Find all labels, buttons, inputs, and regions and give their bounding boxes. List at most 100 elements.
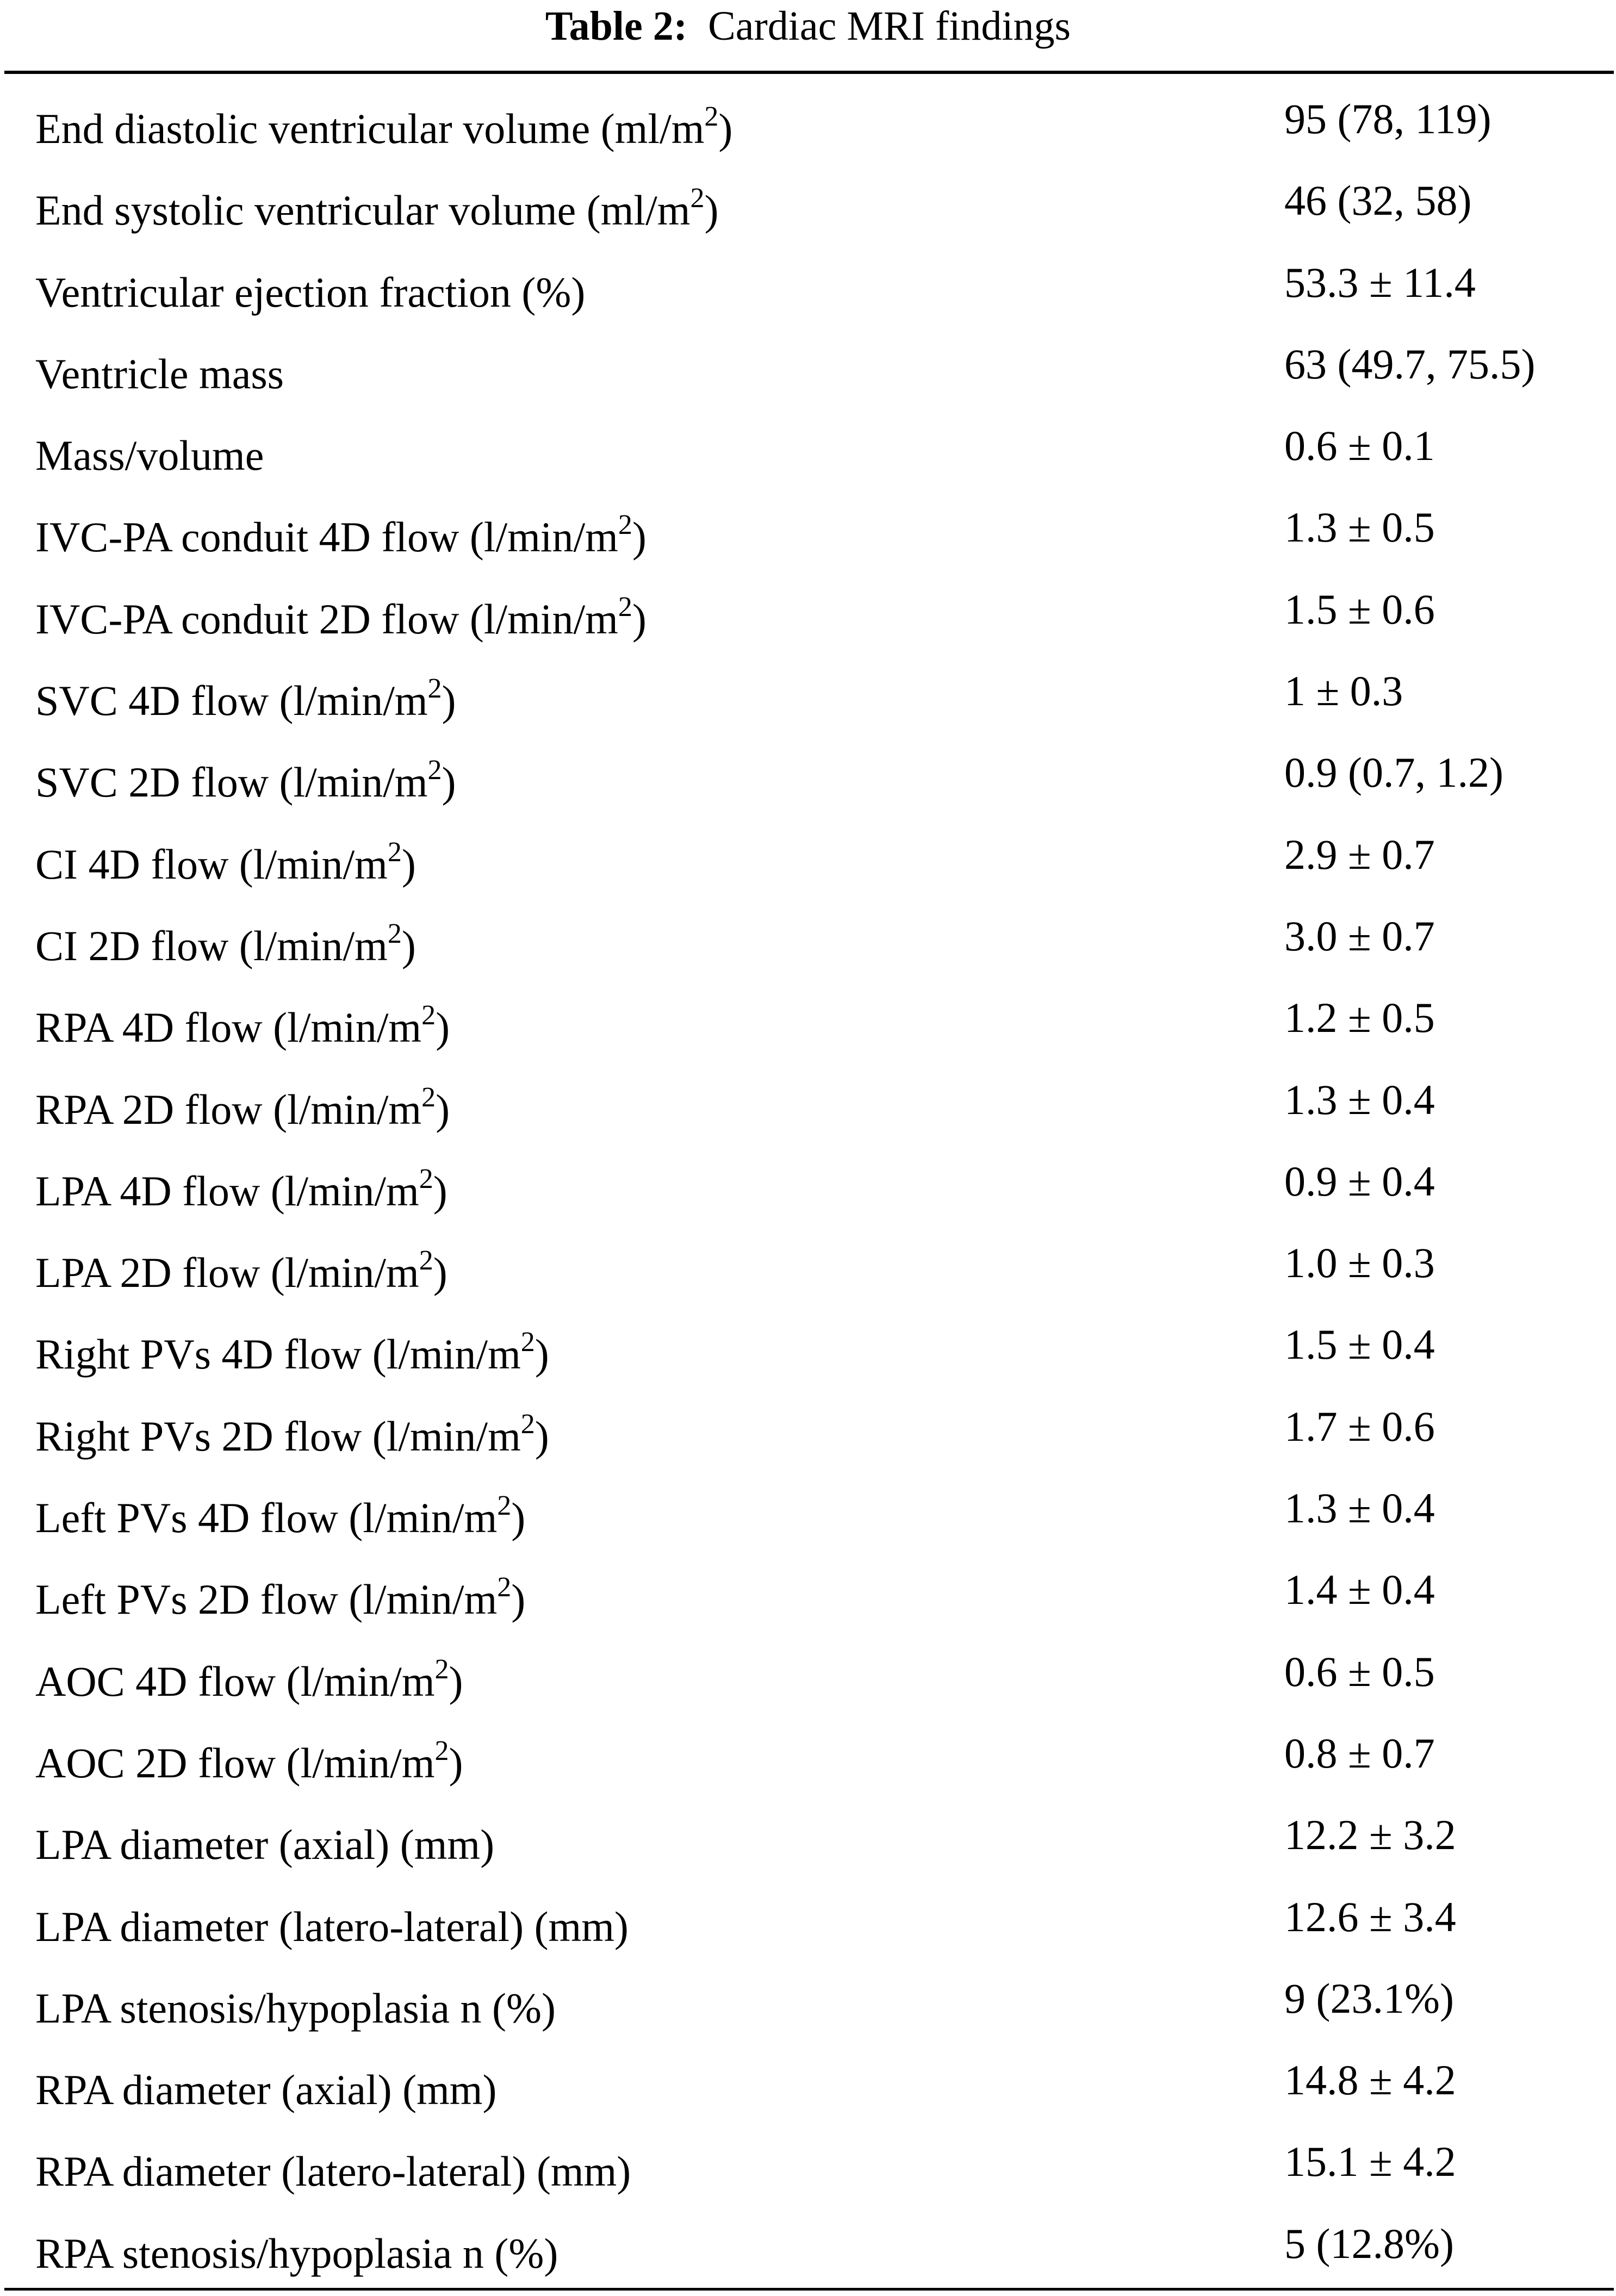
row-label: End diastolic ventricular volume (ml/m2)	[35, 102, 732, 156]
row-value: 1.2 ± 0.5	[1284, 994, 1435, 1042]
superscript: 2	[690, 183, 705, 214]
row-label: Mass/volume	[35, 428, 264, 483]
row-label: LPA diameter (latero-lateral) (mm)	[35, 1900, 629, 1954]
row-value: 0.6 ± 0.5	[1284, 1647, 1435, 1695]
row-label: RPA diameter (latero-lateral) (mm)	[35, 2144, 631, 2199]
label-text: LPA stenosis/hypoplasia n (%)	[35, 1984, 556, 2032]
superscript: 2	[618, 591, 632, 623]
label-text: RPA diameter (axial) (mm)	[35, 2066, 497, 2114]
label-text: CI 4D flow (l/min/m	[35, 840, 388, 888]
superscript: 2	[427, 673, 442, 705]
label-text: SVC 2D flow (l/min/m	[35, 758, 428, 806]
row-value: 12.6 ± 3.4	[1284, 1893, 1456, 1940]
table-row: AOC 4D flow (l/min/m2) 0.6 ± 0.5	[0, 1642, 1616, 1724]
row-value: 14.8 ± 4.2	[1284, 2056, 1456, 2104]
label-text: RPA 4D flow (l/min/m	[35, 1004, 422, 1051]
table-row: RPA stenosis/hypoplasia n (%) 5 (12.8%)	[0, 2214, 1616, 2296]
label-suffix: )	[632, 513, 647, 561]
table-row: SVC 4D flow (l/min/m2) 1 ± 0.3	[0, 662, 1616, 743]
label-suffix: )	[401, 840, 416, 888]
label-text: IVC-PA conduit 4D flow (l/min/m	[35, 513, 618, 561]
table-row: End diastolic ventricular volume (ml/m2)…	[0, 90, 1616, 171]
label-suffix: )	[449, 1657, 463, 1705]
label-text: End systolic ventricular volume (ml/m	[35, 186, 691, 234]
bottom-rule	[4, 2288, 1614, 2291]
row-label: SVC 4D flow (l/min/m2)	[35, 674, 456, 728]
row-label: AOC 4D flow (l/min/m2)	[35, 1654, 463, 1709]
superscript: 2	[520, 1327, 535, 1358]
row-value: 15.1 ± 4.2	[1284, 2138, 1456, 2186]
table-row: Right PVs 2D flow (l/min/m2) 1.7 ± 0.6	[0, 1397, 1616, 1479]
superscript: 2	[434, 1735, 449, 1766]
label-text: RPA stenosis/hypoplasia n (%)	[35, 2229, 558, 2277]
row-label: RPA diameter (axial) (mm)	[35, 2063, 496, 2117]
table-row: Left PVs 2D flow (l/min/m2) 1.4 ± 0.4	[0, 1560, 1616, 1642]
table-number: Table 2:	[545, 3, 688, 49]
row-value: 1.3 ± 0.4	[1284, 1075, 1435, 1123]
label-suffix: )	[433, 1167, 447, 1215]
row-value: 12.2 ± 3.2	[1284, 1811, 1456, 1859]
table-row: CI 4D flow (l/min/m2) 2.9 ± 0.7	[0, 825, 1616, 907]
row-value: 1.5 ± 0.4	[1284, 1321, 1435, 1368]
label-text: CI 2D flow (l/min/m	[35, 922, 388, 969]
label-suffix: )	[436, 1085, 450, 1133]
table-row: LPA stenosis/hypoplasia n (%) 9 (23.1%)	[0, 1969, 1616, 2051]
row-value: 0.9 (0.7, 1.2)	[1284, 749, 1503, 797]
row-label: AOC 2D flow (l/min/m2)	[35, 1736, 463, 1790]
label-suffix: )	[511, 1576, 526, 1623]
label-suffix: )	[433, 1249, 447, 1297]
row-label: SVC 2D flow (l/min/m2)	[35, 755, 456, 810]
row-value: 3.0 ± 0.7	[1284, 912, 1435, 960]
table-caption: Cardiac MRI findings	[708, 3, 1071, 49]
label-suffix: )	[718, 105, 733, 152]
table-row: LPA 4D flow (l/min/m2) 0.9 ± 0.4	[0, 1152, 1616, 1234]
label-text: SVC 4D flow (l/min/m	[35, 677, 428, 725]
table-row: RPA diameter (latero-lateral) (mm) 15.1 ±…	[0, 2132, 1616, 2214]
row-value: 9 (23.1%)	[1284, 1974, 1454, 2022]
table-row: RPA diameter (axial) (mm) 14.8 ± 4.2	[0, 2051, 1616, 2132]
row-value: 95 (78, 119)	[1284, 95, 1491, 142]
row-label: IVC-PA conduit 4D flow (l/min/m2)	[35, 510, 647, 564]
superscript: 2	[704, 101, 719, 132]
table-row: End systolic ventricular volume (ml/m2) 4…	[0, 171, 1616, 253]
label-text: Ventricle mass	[35, 350, 284, 397]
superscript: 2	[427, 755, 442, 786]
row-value: 53.3 ± 11.4	[1284, 258, 1476, 306]
table-row: RPA 4D flow (l/min/m2) 1.2 ± 0.5	[0, 988, 1616, 1070]
label-suffix: )	[534, 1412, 549, 1460]
label-text: End diastolic ventricular volume (ml/m	[35, 105, 705, 152]
label-text: LPA 4D flow (l/min/m	[35, 1167, 419, 1215]
row-value: 1 ± 0.3	[1284, 667, 1403, 715]
table-row: RPA 2D flow (l/min/m2) 1.3 ± 0.4	[0, 1071, 1616, 1152]
table-row: Right PVs 4D flow (l/min/m2) 1.5 ± 0.4	[0, 1315, 1616, 1397]
superscript: 2	[618, 509, 632, 541]
row-value: 1.4 ± 0.4	[1284, 1566, 1435, 1614]
label-suffix: )	[442, 677, 456, 725]
label-text: RPA 2D flow (l/min/m	[35, 1085, 422, 1133]
label-text: LPA 2D flow (l/min/m	[35, 1249, 419, 1297]
row-value: 1.0 ± 0.3	[1284, 1239, 1435, 1287]
label-text: Mass/volume	[35, 432, 264, 480]
row-label: Left PVs 4D flow (l/min/m2)	[35, 1491, 525, 1545]
row-value: 1.3 ± 0.5	[1284, 503, 1435, 551]
row-label: Ventricle mass	[35, 347, 284, 401]
row-label: Left PVs 2D flow (l/min/m2)	[35, 1572, 525, 1627]
row-label: IVC-PA conduit 2D flow (l/min/m2)	[35, 592, 647, 646]
table-row: LPA 2D flow (l/min/m2) 1.0 ± 0.3	[0, 1234, 1616, 1315]
row-value: 0.9 ± 0.4	[1284, 1157, 1435, 1205]
label-text: LPA diameter (axial) (mm)	[35, 1821, 495, 1869]
row-value: 46 (32, 58)	[1284, 177, 1472, 225]
row-value: 0.6 ± 0.1	[1284, 422, 1435, 470]
label-text: Ventricular ejection fraction (%)	[35, 268, 586, 316]
label-text: AOC 4D flow (l/min/m	[35, 1657, 435, 1705]
table-title: Table 2: Cardiac MRI findings	[0, 0, 1616, 52]
label-suffix: )	[511, 1494, 526, 1542]
row-label: LPA stenosis/hypoplasia n (%)	[35, 1981, 556, 2036]
superscript: 2	[387, 836, 402, 868]
table-body: End diastolic ventricular volume (ml/m2)…	[0, 90, 1616, 2296]
table-row: AOC 2D flow (l/min/m2) 0.8 ± 0.7	[0, 1724, 1616, 1806]
row-value: 0.8 ± 0.7	[1284, 1729, 1435, 1777]
row-value: 1.3 ± 0.4	[1284, 1484, 1435, 1532]
table-row: LPA diameter (axial) (mm) 12.2 ± 3.2	[0, 1806, 1616, 1887]
label-suffix: )	[534, 1330, 549, 1378]
